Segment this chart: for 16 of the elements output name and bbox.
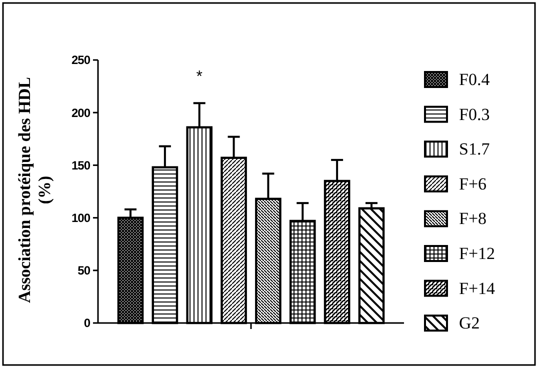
legend-label: F+14 xyxy=(459,278,496,298)
y-tick-label: 50 xyxy=(78,264,91,278)
y-tick-label: 250 xyxy=(71,53,91,68)
legend-label: F+8 xyxy=(459,209,487,228)
y-tick-label: 150 xyxy=(71,158,91,172)
legend-label: F0.3 xyxy=(459,104,490,124)
legend-label: S1.7 xyxy=(459,140,490,159)
legend-label: F0.4 xyxy=(459,70,490,89)
y-tick-label: 200 xyxy=(71,106,91,120)
y-tick-label: 0 xyxy=(84,316,91,330)
legend-label: F+12 xyxy=(459,244,496,263)
legend-label: G2 xyxy=(459,314,480,333)
legend-label: F+6 xyxy=(459,174,487,194)
y-tick-label: 100 xyxy=(71,211,91,225)
annotation: * xyxy=(196,68,202,86)
y-axis-title: Association protéique des HDL (%) xyxy=(15,77,54,303)
